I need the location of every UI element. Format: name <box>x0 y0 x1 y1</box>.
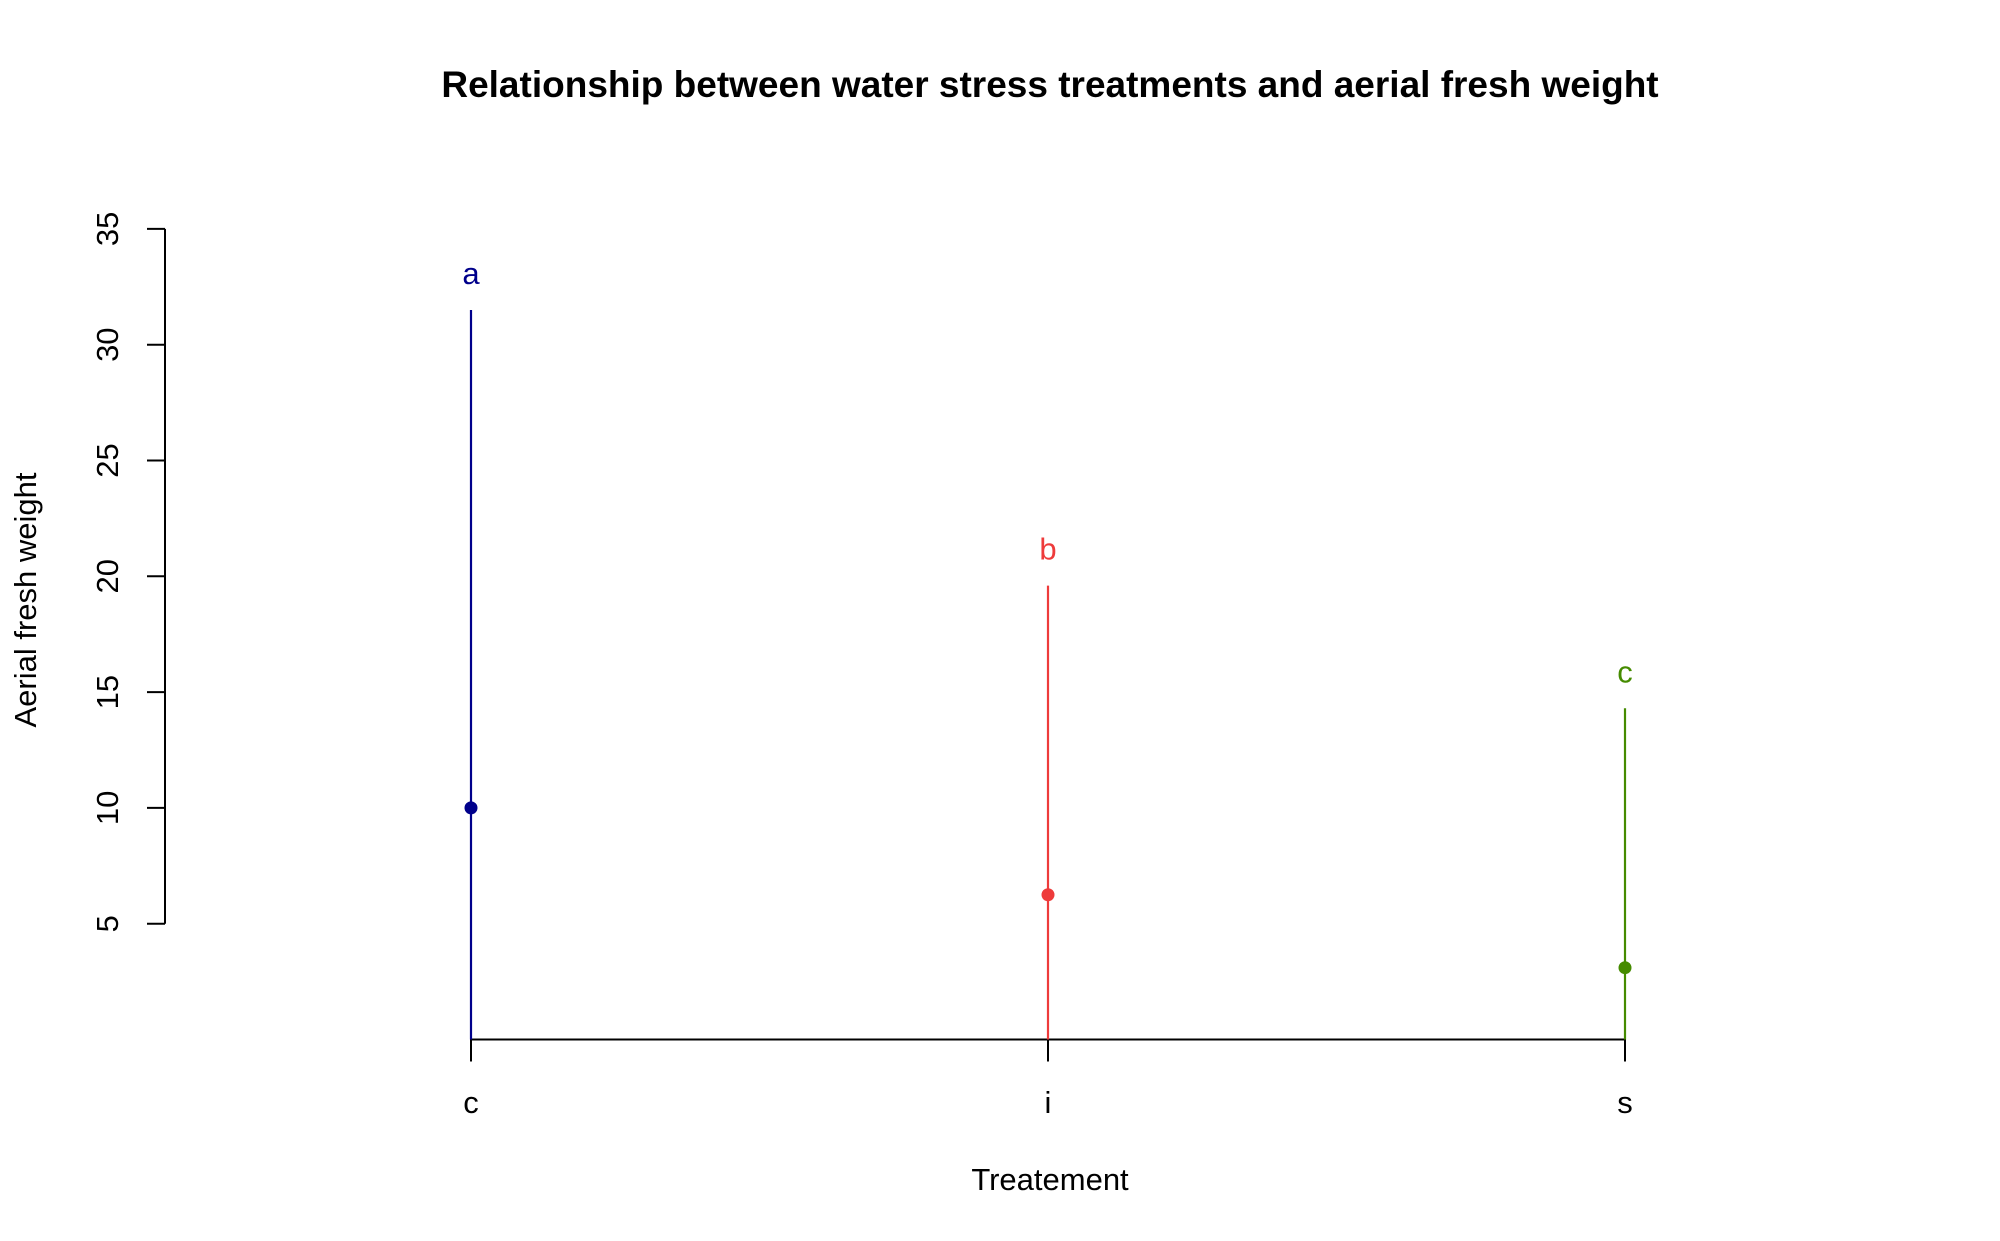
plot-marks: a b c <box>462 256 1633 1040</box>
significance-letter-i: b <box>1039 532 1056 567</box>
y-tick-label: 30 <box>90 327 125 361</box>
significance-letter-s: c <box>1617 654 1633 689</box>
mean-point-i <box>1041 888 1055 902</box>
y-tick-label: 15 <box>90 675 125 709</box>
x-tick-label: c <box>463 1085 479 1120</box>
mean-point-c <box>464 801 478 815</box>
y-tick-label: 5 <box>90 915 125 932</box>
y-tick-label: 35 <box>90 212 125 246</box>
y-tick-label: 20 <box>90 559 125 593</box>
significance-letter-c: a <box>462 256 480 291</box>
chart-title: Relationship between water stress treatm… <box>441 64 1658 105</box>
x-tick-label: i <box>1045 1085 1052 1120</box>
x-tick-label: s <box>1617 1085 1633 1120</box>
x-axis-title: Treatement <box>971 1162 1129 1197</box>
y-tick-label: 25 <box>90 443 125 477</box>
y-tick-label: 10 <box>90 791 125 825</box>
mean-point-s <box>1618 961 1632 975</box>
y-axis: 5 10 15 20 25 30 35 <box>90 212 166 932</box>
y-axis-title: Aerial fresh weight <box>8 472 43 727</box>
